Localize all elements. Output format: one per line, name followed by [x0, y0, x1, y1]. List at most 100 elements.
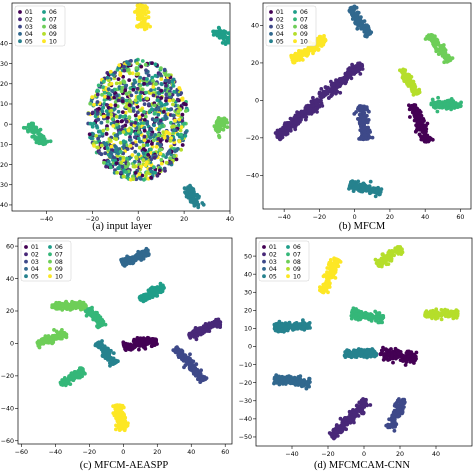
- panel-4: −40 −20 0 20 40−50−40−30−20−1001020304050010…: [239, 237, 473, 471]
- point-04: [174, 148, 179, 153]
- point-08: [151, 79, 156, 83]
- point-07: [352, 309, 356, 314]
- point-02: [331, 86, 336, 91]
- point-02: [208, 325, 213, 329]
- point-08: [79, 307, 83, 312]
- point-09: [124, 104, 128, 109]
- point-10: [177, 86, 182, 90]
- point-07: [59, 381, 64, 386]
- point-09: [114, 81, 119, 86]
- point-01: [131, 87, 136, 92]
- point-08: [222, 118, 227, 123]
- legend-marker-02: [18, 17, 22, 22]
- point-10: [332, 256, 336, 261]
- legend-label-02: 02: [25, 17, 33, 24]
- point-08: [126, 67, 131, 72]
- point-10: [154, 144, 159, 149]
- point-01: [408, 115, 412, 119]
- point-08: [446, 59, 451, 63]
- point-01: [414, 128, 419, 133]
- legend-marker-09: [48, 267, 52, 271]
- panel-caption: (c) MFCM-AEASPP: [80, 460, 169, 471]
- point-08: [184, 109, 188, 113]
- point-02: [218, 323, 223, 328]
- point-10: [330, 268, 335, 272]
- point-06: [147, 110, 152, 115]
- point-07: [48, 139, 53, 144]
- point-06: [211, 33, 216, 37]
- point-05: [103, 350, 107, 355]
- x-tick-label: 20: [386, 214, 394, 221]
- point-05: [103, 356, 108, 360]
- point-07: [431, 101, 435, 106]
- point-07: [160, 124, 164, 129]
- point-02: [329, 89, 334, 94]
- point-06: [159, 101, 164, 106]
- point-09: [109, 112, 113, 117]
- point-02: [296, 113, 301, 118]
- x-tick-label: 0: [121, 449, 125, 456]
- point-07: [30, 124, 34, 129]
- point-05: [149, 169, 154, 174]
- point-08: [221, 127, 226, 132]
- point-02: [116, 98, 121, 103]
- point-08: [61, 333, 66, 338]
- legend-marker-01: [18, 10, 22, 14]
- point-07: [142, 177, 146, 182]
- point-01: [116, 77, 121, 81]
- point-07: [31, 121, 35, 126]
- point-09: [121, 130, 126, 134]
- point-02: [329, 79, 333, 84]
- point-09: [176, 109, 181, 114]
- point-06: [142, 292, 147, 297]
- point-03: [366, 133, 370, 137]
- point-03: [188, 352, 192, 357]
- point-07: [88, 306, 93, 311]
- point-10: [143, 163, 148, 168]
- point-10: [292, 59, 297, 64]
- point-03: [359, 107, 364, 112]
- point-05: [367, 184, 372, 189]
- point-10: [331, 272, 336, 277]
- point-02: [135, 86, 140, 91]
- point-02: [323, 93, 328, 97]
- point-06: [231, 34, 235, 38]
- point-03: [200, 376, 205, 381]
- point-03: [96, 117, 101, 122]
- point-05: [361, 182, 366, 186]
- point-05: [171, 77, 176, 82]
- point-05: [91, 132, 95, 137]
- point-02: [295, 110, 299, 115]
- point-07: [96, 317, 101, 322]
- point-09: [375, 260, 380, 265]
- point-07: [161, 153, 166, 158]
- point-10: [315, 36, 320, 41]
- point-10: [320, 40, 325, 45]
- point-10: [114, 427, 118, 432]
- point-06: [176, 132, 180, 137]
- point-01: [115, 119, 120, 124]
- point-03: [364, 105, 369, 110]
- point-01: [184, 102, 188, 107]
- point-02: [142, 76, 146, 81]
- legend-marker-04: [24, 267, 28, 271]
- point-02: [314, 102, 318, 107]
- point-07: [355, 308, 359, 313]
- point-06: [230, 38, 234, 42]
- point-04: [141, 256, 146, 261]
- point-06: [223, 30, 228, 34]
- point-03: [362, 132, 367, 137]
- point-04: [149, 127, 154, 132]
- point-08: [60, 304, 65, 308]
- point-09: [428, 310, 432, 315]
- point-02: [164, 96, 169, 100]
- legend-label-09: 09: [300, 31, 308, 38]
- point-07: [21, 125, 26, 130]
- legend-label-01: 01: [31, 244, 39, 251]
- point-02: [347, 68, 352, 72]
- point-01: [123, 347, 127, 351]
- point-02: [340, 79, 344, 84]
- point-05: [356, 183, 360, 188]
